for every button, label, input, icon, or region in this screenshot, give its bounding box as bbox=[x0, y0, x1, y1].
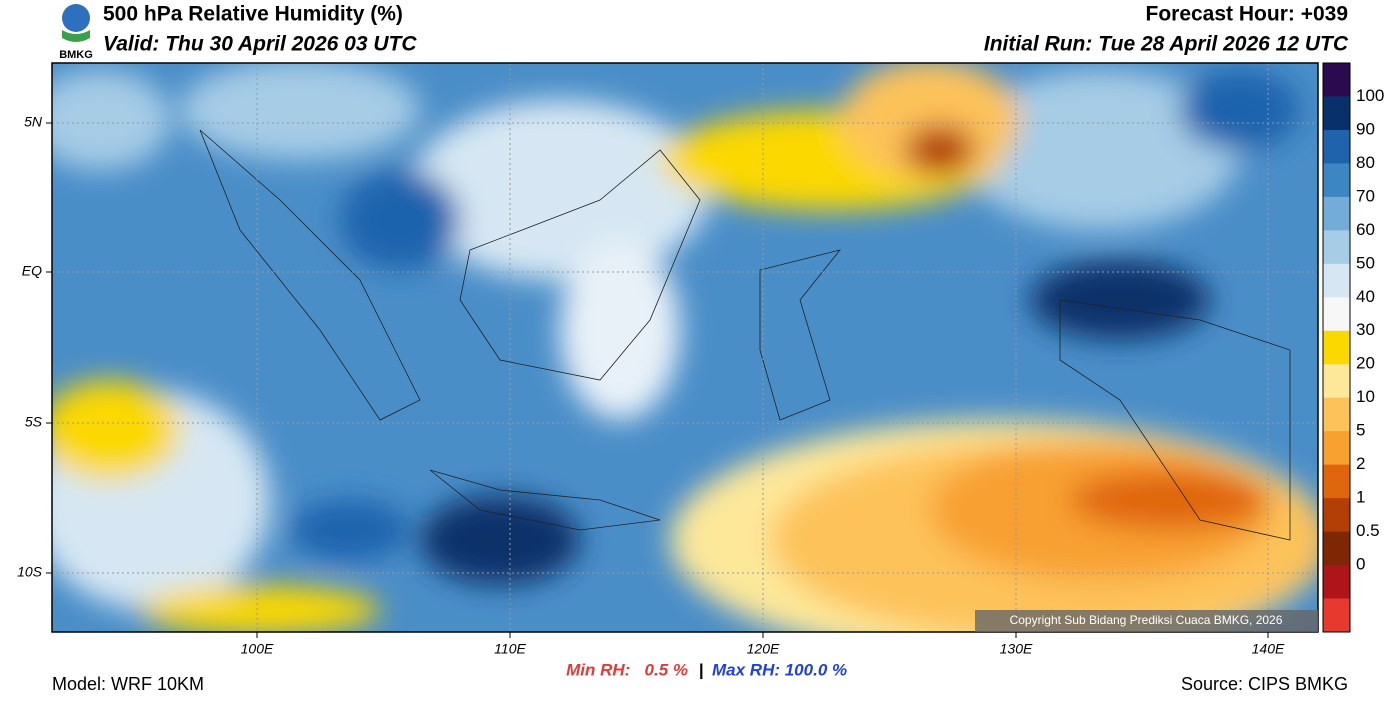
colorbar-label: 20 bbox=[1356, 354, 1375, 373]
colorbar-swatch bbox=[1323, 196, 1350, 231]
lat-label: 10S bbox=[17, 564, 43, 580]
colorbar-swatch bbox=[1323, 531, 1350, 566]
colorbar-label: 90 bbox=[1356, 119, 1375, 138]
initial-run: Initial Run: Tue 28 April 2026 12 UTC bbox=[984, 33, 1349, 56]
separator: | bbox=[699, 660, 704, 679]
colorbar-swatch bbox=[1323, 364, 1350, 399]
colorbar-label: 5 bbox=[1356, 421, 1365, 440]
colorbar-label: 100 bbox=[1356, 86, 1384, 105]
colorbar-label: 1 bbox=[1356, 488, 1365, 507]
colorbar-label: 0.5 bbox=[1356, 521, 1380, 540]
source: Source: CIPS BMKG bbox=[1181, 674, 1348, 694]
lon-label: 100E bbox=[241, 641, 274, 657]
colorbar-swatch bbox=[1323, 96, 1350, 131]
colorbar-label: 70 bbox=[1356, 186, 1375, 205]
colorbar-frame bbox=[1322, 62, 1351, 633]
colorbar-label: 0 bbox=[1356, 555, 1365, 574]
colorbar-swatch bbox=[1323, 63, 1350, 97]
lon-label: 120E bbox=[747, 641, 780, 657]
colorbar-swatch bbox=[1323, 129, 1350, 164]
colorbar-swatch bbox=[1323, 163, 1350, 198]
colorbar-label: 40 bbox=[1356, 287, 1375, 306]
valid-time: Valid: Thu 30 April 2026 03 UTC bbox=[103, 33, 417, 56]
colorbar-swatch bbox=[1323, 263, 1350, 298]
lon-label: 110E bbox=[494, 641, 526, 657]
lat-label: EQ bbox=[22, 263, 42, 279]
lon-label: 130E bbox=[1000, 641, 1033, 657]
graticule bbox=[52, 63, 1318, 632]
colorbar-swatch bbox=[1323, 397, 1350, 432]
colorbar-swatch bbox=[1323, 297, 1350, 332]
colorbar-label: 2 bbox=[1356, 454, 1365, 473]
max-rh: Max RH: 100.0 % bbox=[712, 660, 847, 679]
humidity-field bbox=[52, 63, 1318, 632]
colorbar-swatch bbox=[1323, 598, 1350, 633]
colorbar-swatch bbox=[1323, 464, 1350, 499]
coastlines bbox=[199, 129, 1291, 541]
colorbar-label: 80 bbox=[1356, 153, 1375, 172]
colorbar-label: 30 bbox=[1356, 320, 1375, 339]
colorbar-swatch bbox=[1323, 330, 1350, 365]
logo-text: BMKG bbox=[59, 49, 93, 61]
min-rh: Min RH: 0.5 % bbox=[566, 660, 688, 679]
lon-label: 140E bbox=[1252, 641, 1285, 657]
colorbar-swatch bbox=[1323, 498, 1350, 533]
logo: BMKG bbox=[59, 4, 93, 61]
colorbar-label: 10 bbox=[1356, 387, 1375, 406]
colorbar-swatch bbox=[1323, 230, 1350, 265]
copyright-box: Copyright Sub Bidang Prediksi Cuaca BMKG… bbox=[975, 610, 1318, 632]
lat-label: 5S bbox=[25, 414, 43, 430]
colorbar-label: 60 bbox=[1356, 220, 1375, 239]
forecast-hour: Forecast Hour: +039 bbox=[1146, 3, 1349, 26]
title: 500 hPa Relative Humidity (%) bbox=[103, 3, 403, 26]
model: Model: WRF 10KM bbox=[52, 674, 204, 694]
map-frame bbox=[51, 62, 1319, 633]
lat-label: 5N bbox=[24, 114, 43, 130]
colorbar-label: 50 bbox=[1356, 253, 1375, 272]
colorbar-swatch bbox=[1323, 565, 1350, 600]
copyright: Copyright Sub Bidang Prediksi Cuaca BMKG… bbox=[1010, 613, 1283, 627]
colorbar-swatch bbox=[1323, 431, 1350, 466]
